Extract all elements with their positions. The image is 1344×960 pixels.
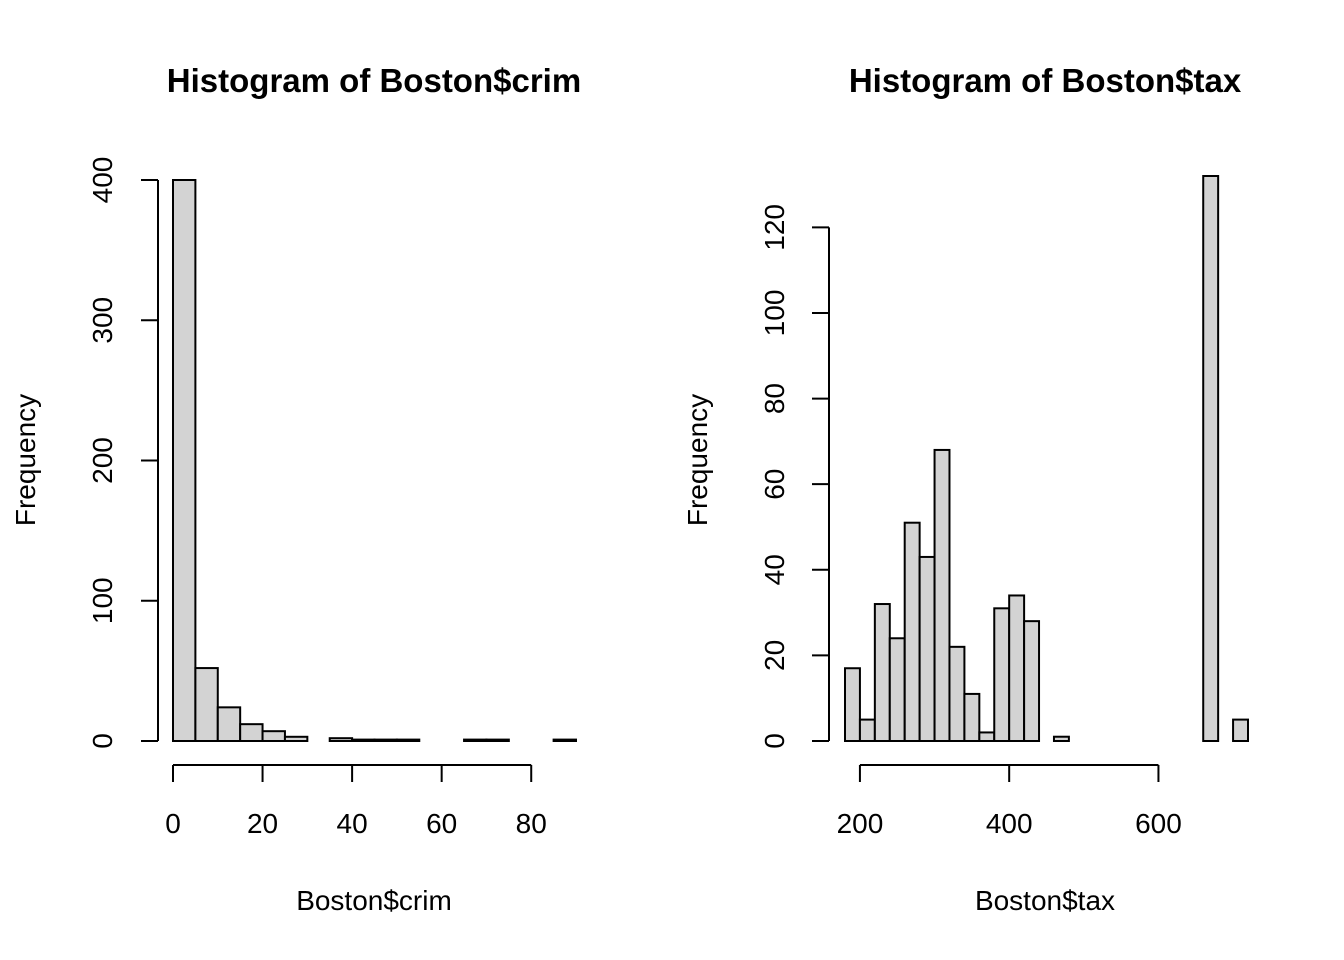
tax-bar — [1023, 620, 1041, 742]
crim-x-tick-label: 40 — [337, 808, 368, 839]
tax-bars — [844, 175, 1250, 743]
crim-bar — [239, 723, 264, 742]
tax-y-tick-label: 0 — [759, 733, 790, 749]
crim-bar — [172, 179, 197, 742]
crim-bar — [351, 738, 376, 742]
crim-y-tick-label: 100 — [87, 577, 118, 624]
tax-x-tick-label: 600 — [1135, 808, 1182, 839]
crim-x-tick-label: 60 — [426, 808, 457, 839]
tax-bar — [888, 637, 906, 742]
tax-bar — [933, 448, 951, 742]
tax-bar — [873, 603, 891, 742]
tax-bar — [918, 555, 936, 742]
crim-bar — [328, 737, 354, 743]
tax-bar — [1232, 718, 1250, 743]
tax-y-tick-label: 120 — [759, 204, 790, 251]
tax-bar — [948, 645, 966, 742]
crim-bar — [395, 738, 421, 742]
crim-bar — [552, 738, 577, 742]
crim-y-tick-label: 0 — [87, 733, 118, 749]
tax-bar — [858, 718, 876, 743]
tax-histogram-panel: Histogram of Boston$tax Boston$tax Frequ… — [682, 62, 1250, 916]
tax-y-tick-label: 20 — [759, 640, 790, 671]
tax-y-tick-label: 40 — [759, 554, 790, 585]
crim-x-tick-label: 80 — [516, 808, 547, 839]
crim-bar — [283, 735, 309, 742]
crim-x-axis-label: Boston$crim — [296, 885, 452, 916]
crim-histogram-title: Histogram of Boston$crim — [167, 62, 581, 99]
crim-x-tick-label: 20 — [247, 808, 278, 839]
tax-bar — [1202, 175, 1220, 742]
tax-bar — [963, 692, 981, 743]
crim-x-axis: 0 20 40 60 80 — [165, 764, 547, 839]
tax-bar — [1052, 735, 1070, 743]
crim-bar — [261, 730, 286, 742]
tax-bar — [1008, 594, 1026, 743]
tax-y-tick-label: 100 — [759, 290, 790, 337]
tax-bar — [978, 731, 996, 742]
crim-y-tick-label: 200 — [87, 437, 118, 484]
crim-bar — [194, 667, 219, 743]
crim-x-tick-label: 0 — [165, 808, 181, 839]
tax-y-axis: 0 20 40 60 80 100 120 — [759, 204, 830, 749]
tax-bar — [903, 521, 921, 742]
crim-y-tick-label: 300 — [87, 297, 118, 344]
tax-histogram-title: Histogram of Boston$tax — [849, 62, 1242, 99]
crim-histogram-panel: Histogram of Boston$crim Boston$crim Fre… — [10, 62, 581, 916]
tax-y-tick-label: 60 — [759, 469, 790, 500]
tax-x-tick-label: 200 — [837, 808, 884, 839]
tax-bar — [993, 607, 1011, 742]
tax-y-tick-label: 80 — [759, 383, 790, 414]
crim-bar — [463, 738, 488, 742]
tax-bar — [844, 667, 861, 743]
crim-y-tick-label: 400 — [87, 157, 118, 204]
crim-bar — [485, 738, 510, 742]
crim-y-axis-label: Frequency — [10, 394, 41, 526]
tax-x-tick-label: 400 — [986, 808, 1033, 839]
tax-y-axis-label: Frequency — [682, 394, 713, 526]
tax-x-axis: 200 400 600 — [837, 764, 1182, 839]
crim-bar — [373, 738, 398, 742]
tax-x-axis-label: Boston$tax — [975, 885, 1115, 916]
crim-bars — [172, 179, 577, 743]
crim-y-axis: 0 100 200 300 400 — [87, 157, 159, 749]
crim-bar — [216, 706, 242, 743]
